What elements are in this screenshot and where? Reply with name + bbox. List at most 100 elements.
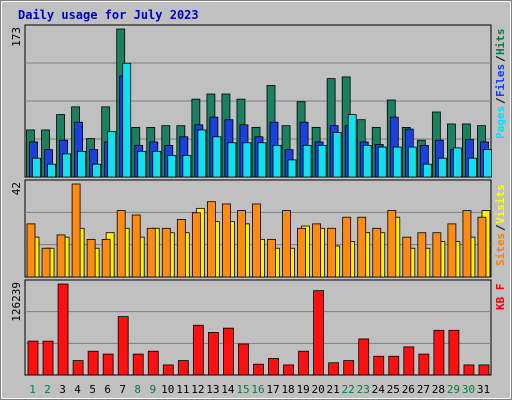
- day-label: 4: [74, 383, 81, 396]
- bar-kb-f: [57, 283, 69, 376]
- bar-kb-f: [313, 290, 325, 376]
- day-label: 23: [357, 383, 370, 396]
- bar-kb-f: [132, 353, 144, 376]
- bar-kb-f: [223, 327, 234, 376]
- bar-sites: [432, 232, 442, 278]
- bar-pages: [77, 150, 86, 178]
- bar-sites: [312, 223, 322, 278]
- day-label: 14: [221, 383, 235, 396]
- bar-pages: [182, 155, 192, 178]
- day-label: 31: [477, 383, 490, 396]
- bar-pages: [152, 150, 162, 178]
- bar-pages: [437, 157, 447, 178]
- day-label: 21: [327, 383, 340, 396]
- day-label: 3: [59, 383, 66, 396]
- bar-kb-f: [343, 360, 355, 376]
- bar-pages: [32, 157, 41, 178]
- bar-pages: [122, 62, 132, 178]
- day-label: 28: [432, 383, 445, 396]
- bar-sites: [176, 219, 186, 278]
- bar-sites: [116, 210, 126, 278]
- day-label: 29: [447, 383, 460, 396]
- bar-kb-f: [87, 350, 99, 376]
- bar-pages: [107, 131, 117, 178]
- legend-separator: /: [494, 97, 507, 104]
- legend-hits: Hits: [494, 29, 507, 56]
- bar-pages: [257, 142, 267, 178]
- y-max-label-kbf: 126239: [10, 282, 23, 322]
- bar-sites: [71, 183, 81, 278]
- bar-kb-f: [448, 329, 460, 376]
- bar-pages: [302, 144, 312, 178]
- bar-sites: [462, 210, 472, 278]
- bar-kb-f: [358, 338, 370, 376]
- bar-sites: [41, 247, 51, 278]
- day-label: 2: [44, 383, 51, 396]
- day-label: 13: [206, 383, 219, 396]
- bar-kb-f: [42, 340, 54, 376]
- bar-kb-f: [162, 364, 174, 376]
- bar-pages: [137, 150, 147, 178]
- day-label: 11: [176, 383, 189, 396]
- y-max-label-sites-visits: 42: [10, 182, 23, 195]
- bar-kb-f: [177, 360, 189, 376]
- bar-sites: [372, 227, 382, 278]
- y-max-label-pages-files-hits: 173: [10, 27, 23, 47]
- bar-pages: [377, 146, 387, 178]
- bar-pages: [227, 142, 237, 178]
- day-label: 18: [281, 383, 294, 396]
- bar-sites: [477, 216, 487, 278]
- day-label: 10: [161, 383, 174, 396]
- day-label: 24: [372, 383, 386, 396]
- bar-sites: [56, 234, 66, 278]
- day-label: 27: [417, 383, 430, 396]
- bar-pages: [62, 153, 71, 178]
- day-label: 30: [462, 383, 475, 396]
- legend-separator: /: [494, 224, 507, 231]
- bar-kb-f: [388, 355, 400, 376]
- bar-sites: [86, 238, 96, 278]
- bar-sites: [206, 201, 216, 278]
- bar-sites: [101, 238, 111, 278]
- bar-kb-f: [298, 350, 309, 376]
- day-label: 17: [266, 383, 279, 396]
- bar-kb-f: [328, 362, 340, 376]
- bar-sites: [297, 227, 306, 278]
- bar-pages: [47, 163, 56, 178]
- bar-pages: [242, 142, 252, 178]
- bar-sites: [417, 232, 427, 278]
- day-label: 9: [149, 383, 156, 396]
- legend-visits: Visits: [494, 184, 507, 224]
- day-label: 12: [191, 383, 204, 396]
- legend-separator: /: [494, 55, 507, 62]
- bar-pages: [407, 146, 417, 178]
- bar-sites: [387, 210, 397, 278]
- bar-kb-f: [418, 353, 430, 376]
- bar-pages: [483, 149, 492, 178]
- bar-kb-f: [102, 353, 114, 376]
- bar-sites: [342, 216, 352, 278]
- day-label: 5: [89, 383, 96, 396]
- chart-title: Daily usage for July 2023: [18, 8, 199, 22]
- bar-kb-f: [373, 355, 385, 376]
- day-label: 19: [296, 383, 309, 396]
- bar-sites: [237, 210, 246, 278]
- bar-pages: [453, 147, 462, 178]
- bar-pages: [167, 155, 177, 178]
- bar-sites: [282, 210, 291, 278]
- bar-kb-f: [72, 360, 84, 376]
- bar-pages: [212, 136, 222, 178]
- bar-kb-f: [283, 364, 294, 376]
- bar-sites: [161, 227, 171, 278]
- bar-kb-f: [117, 316, 129, 376]
- bar-kb-f: [463, 364, 475, 376]
- day-label: 22: [342, 383, 355, 396]
- bar-kb-f: [207, 332, 219, 376]
- day-label: 1: [29, 383, 36, 396]
- legend-sites: Sites: [494, 233, 507, 266]
- bar-sites: [357, 216, 367, 278]
- bar-pages: [272, 144, 282, 178]
- bar-sites: [267, 238, 276, 278]
